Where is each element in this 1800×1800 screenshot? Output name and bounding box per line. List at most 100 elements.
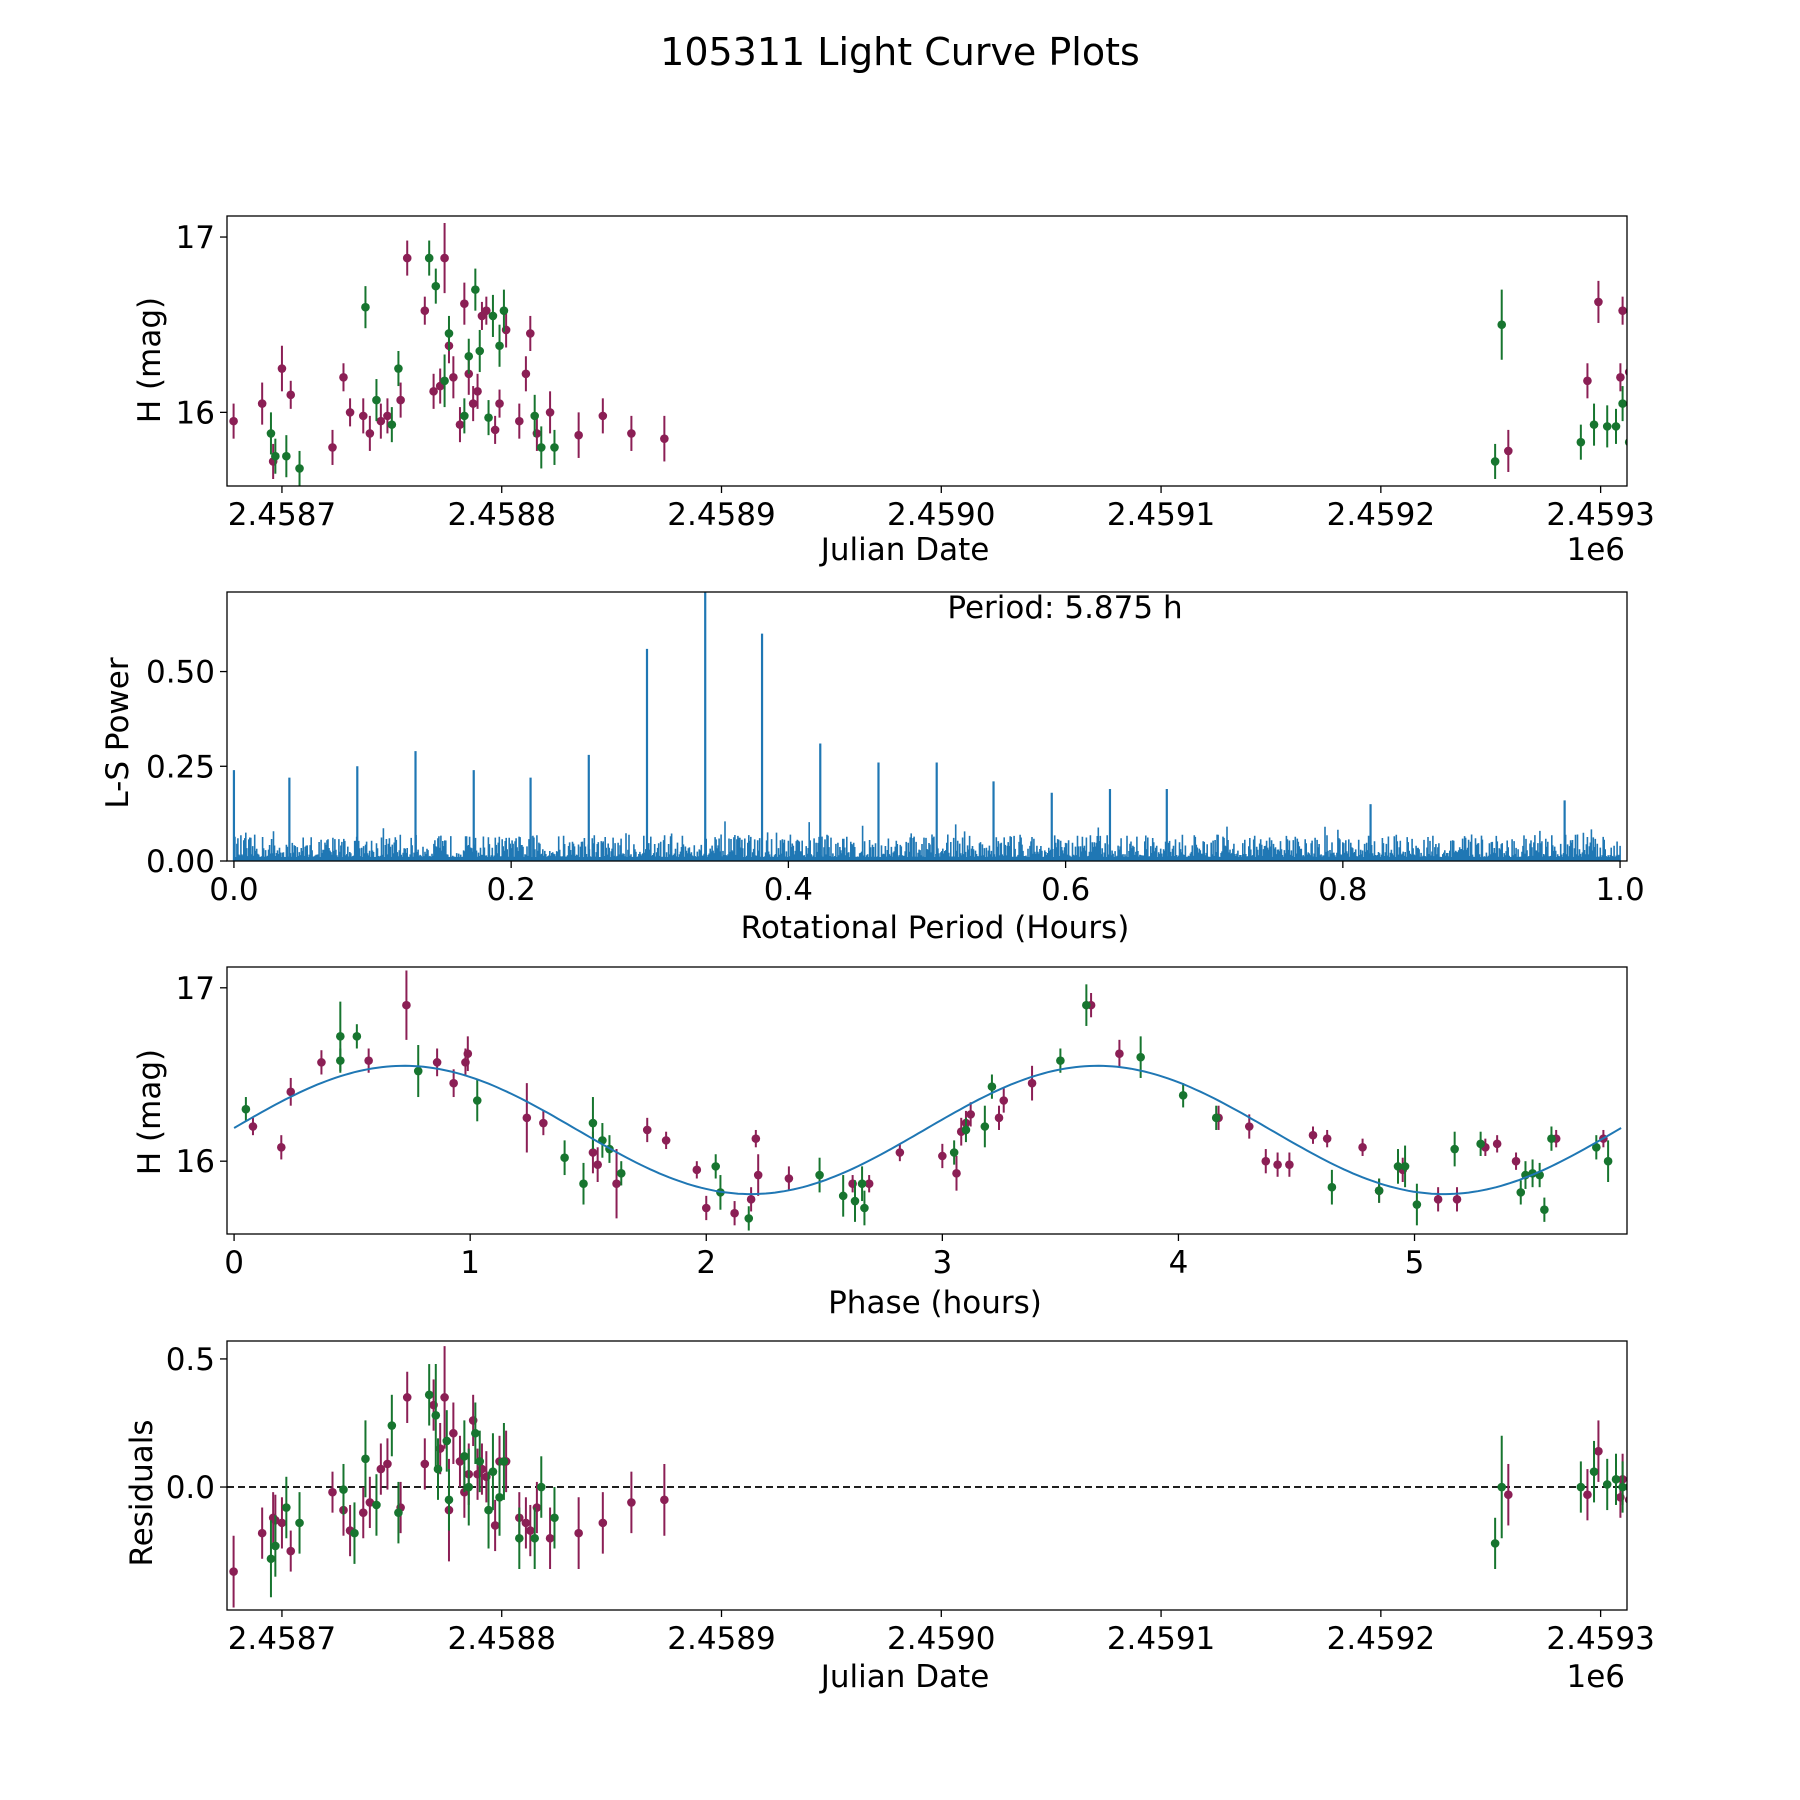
lightcurve-point	[431, 281, 441, 291]
lightcurve-point	[440, 376, 449, 386]
lightcurve-point	[525, 329, 535, 338]
lightcurve-point	[424, 253, 434, 263]
phased-point	[701, 1203, 711, 1213]
residuals-point	[515, 1533, 524, 1543]
phased-point	[692, 1165, 702, 1175]
lightcurve-point	[449, 372, 458, 382]
lightcurve-point	[482, 306, 491, 315]
phased-point	[1244, 1122, 1254, 1131]
residuals-xlabel: Julian Date	[819, 1659, 990, 1695]
lightcurve-marks	[229, 223, 1627, 486]
periodogram-xtick-label: 0.8	[1318, 872, 1367, 908]
phased-point	[838, 1191, 848, 1201]
phased-point	[1412, 1200, 1422, 1209]
residuals-point	[277, 1518, 287, 1528]
lightcurve-point	[229, 416, 238, 426]
phased-point	[895, 1148, 905, 1157]
lightcurve-point	[383, 411, 392, 421]
lightcurve-point	[295, 464, 304, 473]
residuals-point	[372, 1500, 381, 1510]
lightcurve-point	[488, 311, 498, 321]
phased-point	[857, 1179, 867, 1189]
lightcurve-point	[358, 411, 368, 421]
lightcurve-point	[1616, 372, 1625, 382]
phased-point	[1273, 1160, 1282, 1169]
phased-point	[1308, 1130, 1318, 1140]
residuals-xtick-label: 2.4587	[228, 1621, 336, 1657]
lightcurve-point	[1611, 422, 1621, 431]
residuals-point	[1583, 1490, 1592, 1500]
residuals-frame	[226, 1340, 1628, 1611]
phased-point	[730, 1208, 739, 1218]
lightcurve-xlabel: Julian Date	[819, 532, 990, 568]
residuals-point	[1576, 1482, 1586, 1492]
phased-model-curve	[233, 1064, 1622, 1196]
residuals-point	[424, 1390, 434, 1400]
residuals-point	[488, 1467, 498, 1476]
lightcurve-point	[286, 390, 296, 400]
phased-point	[711, 1162, 721, 1171]
lightcurve-xtick-label: 2.4591	[1107, 497, 1215, 533]
phased-point	[987, 1082, 997, 1091]
residuals-point	[383, 1459, 392, 1469]
phased-point	[784, 1174, 794, 1183]
residuals-point	[1490, 1539, 1500, 1548]
phased-point	[277, 1143, 286, 1152]
residuals-point	[484, 1505, 493, 1515]
phased-point	[744, 1214, 754, 1223]
phased-point	[751, 1134, 761, 1143]
phased-point	[1511, 1156, 1521, 1166]
residuals-point	[627, 1498, 636, 1507]
phased-point	[746, 1195, 756, 1204]
phased-point	[1476, 1139, 1485, 1149]
residuals-point	[1602, 1480, 1612, 1489]
residuals-point	[475, 1457, 485, 1466]
residuals-point	[442, 1436, 452, 1446]
phased-point	[1211, 1113, 1221, 1123]
phased-point	[850, 1196, 860, 1206]
phased-point	[1327, 1182, 1337, 1192]
phased-point	[413, 1066, 423, 1076]
lightcurve-point	[545, 408, 555, 417]
lightcurve-point	[1583, 376, 1592, 386]
lightcurve-point	[484, 413, 493, 422]
phased-point	[1285, 1160, 1294, 1169]
phased-point	[612, 1179, 621, 1189]
phased-point	[1492, 1139, 1502, 1149]
residuals-point	[460, 1451, 469, 1461]
phased-ytick-label: 16	[176, 1144, 215, 1180]
periodogram-xtick-label: 0.4	[764, 872, 813, 908]
residuals-point	[495, 1492, 504, 1502]
lightcurve-point	[490, 425, 500, 435]
phased-point	[1400, 1162, 1410, 1171]
residuals-point	[394, 1508, 403, 1517]
periodogram-panel: Period: 5.875 h Rotational Period (Hours…	[100, 590, 1645, 946]
residuals-point	[266, 1554, 276, 1564]
lightcurve-point	[1497, 320, 1507, 330]
phased-point	[753, 1170, 763, 1180]
residuals-point	[328, 1487, 337, 1497]
lightcurve-point	[471, 285, 480, 294]
residuals-point	[358, 1508, 368, 1517]
residuals-point	[545, 1533, 555, 1543]
lightcurve-point	[1504, 446, 1513, 456]
residuals-point	[376, 1464, 386, 1474]
phased-point	[616, 1169, 626, 1178]
residuals-panel: Julian Date Residuals 1e6 2.4587 2.4588 2.…	[124, 1340, 1655, 1695]
lightcurve-point	[460, 299, 469, 308]
phased-xtick-label: 4	[1169, 1245, 1189, 1281]
phased-point	[1452, 1195, 1462, 1204]
lightcurve-point	[420, 306, 430, 315]
lightcurve-point	[394, 364, 403, 373]
lightcurve-point	[372, 395, 381, 405]
lightcurve-point	[277, 364, 287, 373]
residuals-point	[350, 1528, 359, 1538]
periodogram-frame	[226, 591, 1628, 862]
residuals-point	[1594, 1446, 1603, 1456]
phased-panel: Phase (hours) H (mag) 0 1 2 3 4 5 16 17	[132, 966, 1628, 1321]
lightcurve-point	[455, 420, 465, 429]
residuals-ytick-label: 0.5	[166, 1342, 215, 1378]
phased-point	[961, 1125, 971, 1135]
residuals-point	[574, 1528, 583, 1538]
residuals-point	[521, 1518, 531, 1528]
